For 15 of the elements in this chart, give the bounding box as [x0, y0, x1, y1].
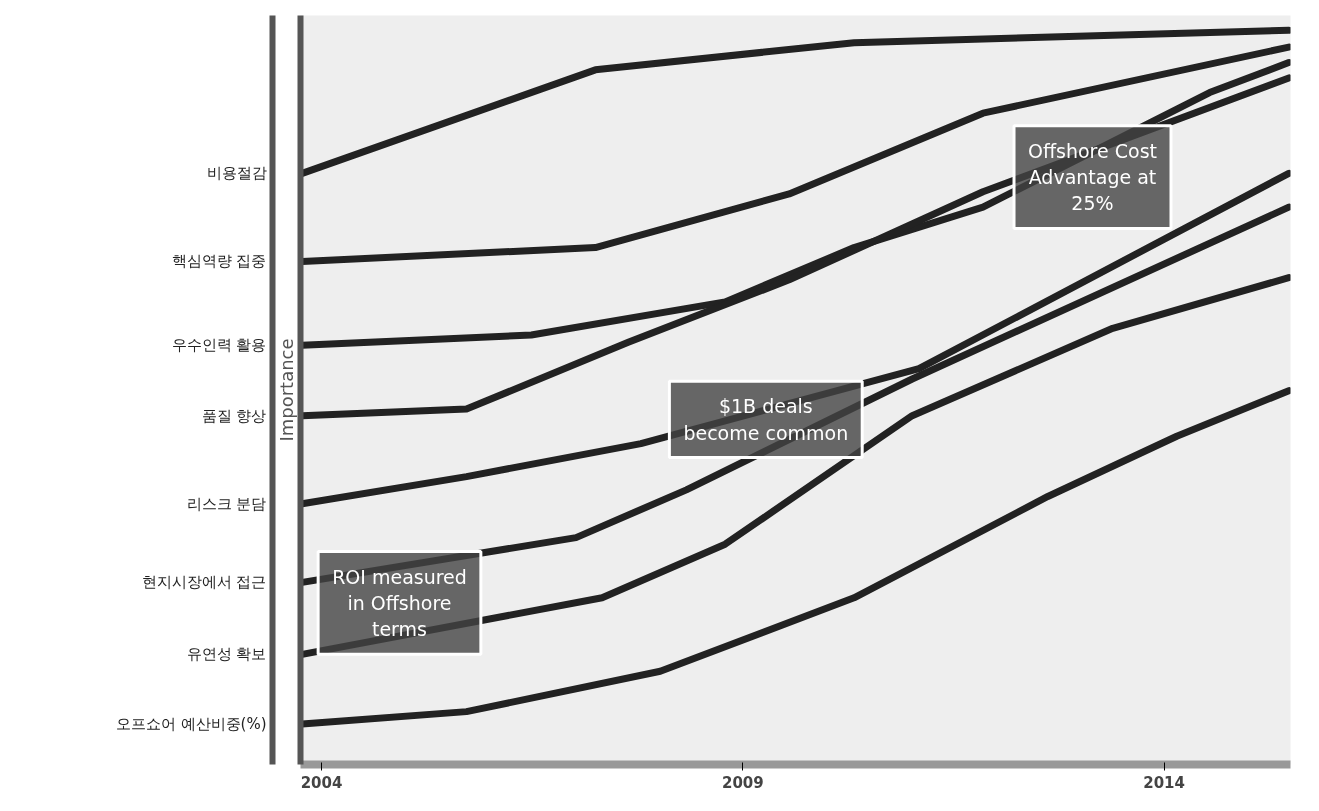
text: 비용절감	[206, 164, 267, 183]
x-tick-label: 2009	[721, 773, 764, 792]
text: 현지시장에서 접근	[141, 573, 267, 592]
text: 우수인력 활용	[171, 336, 267, 355]
text: 유연성 확보	[186, 645, 267, 664]
text: 리스크 분담	[186, 494, 267, 513]
annotation: Offshore Cost Advantage at 25%	[1028, 139, 1157, 215]
text: 품질 향상	[201, 406, 267, 425]
x-tick-label: 2014	[1143, 773, 1185, 792]
annotation: $1B deals become common	[683, 395, 849, 444]
text: 오프쇼어 예산비중(%)	[115, 715, 267, 734]
y-axis-title: Importance	[275, 338, 297, 442]
x-tick-label: 2004	[300, 773, 343, 792]
text: 핵심역량 집중	[171, 252, 267, 271]
annotation: ROI measured in Offshore terms	[332, 565, 467, 641]
